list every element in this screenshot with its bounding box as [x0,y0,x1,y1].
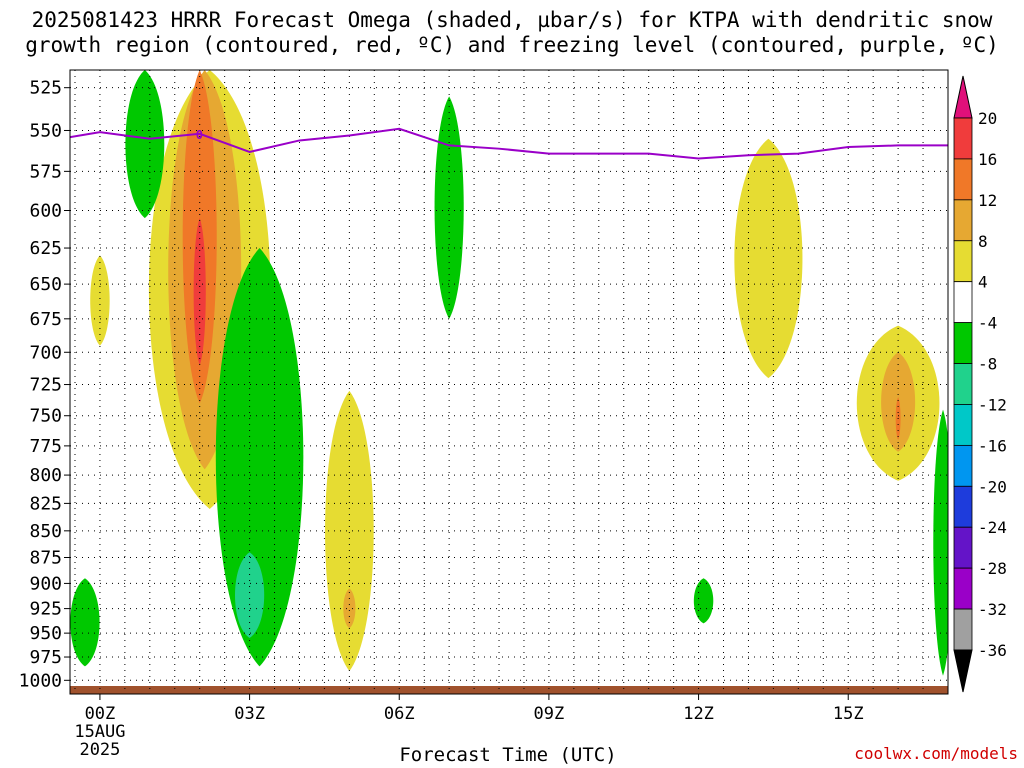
x-tick-label: 03Z [234,704,265,724]
colorbar-bin-4 [953,240,973,283]
omega-region-4 [125,70,165,219]
colorbar: 20 16 12 8 4 -4 -8 -12 -16 -20 -24 -28 -32 -36 [953,75,1007,693]
y-tick-label-650: 650 [29,274,62,295]
colorbar-label: -8 [978,355,997,374]
colorbar-bin-11 [953,526,973,569]
omega-region-5 [215,248,304,667]
colorbar-label: 4 [978,273,988,292]
colorbar-bin-12 [953,567,973,610]
colorbar-label: -12 [978,395,1007,414]
omega-region-6 [234,552,265,638]
plot-frame [69,69,949,695]
colorbar-label: -16 [978,436,1007,455]
grid-lines [70,70,949,694]
freezing-level-label: 0 [196,128,203,142]
colorbar-bin-2 [953,158,973,201]
colorbar-label: 16 [978,150,997,169]
chart-title-line-2: growth region (contoured, red, ºC) and f… [25,33,999,57]
colorbar-top-triangle [953,75,973,119]
omega-region-13 [693,578,714,624]
x-tick-label: 06Z [384,704,415,724]
y-tick-label-675: 675 [29,309,62,330]
freezing-level-line [70,127,948,160]
y-tick-label-700: 700 [29,342,62,363]
y-tick-label-550: 550 [29,120,62,141]
omega-region-7 [70,578,100,667]
colorbar-label: 20 [978,109,997,128]
y-tick-label-625: 625 [29,238,62,259]
y-tick-label-825: 825 [29,493,62,514]
colorbar-label: -32 [978,600,1007,619]
y-tick-label-725: 725 [29,375,62,396]
y-tick-label-975: 975 [29,647,62,668]
y-tick-label-775: 775 [29,436,62,457]
omega-region-12 [734,138,803,379]
colorbar-label: 8 [978,232,988,251]
x-tick-sublabel: 15AUG [74,722,125,742]
y-tick-label-900: 900 [29,573,62,594]
omega-region-9 [325,390,374,672]
y-tick-label-750: 750 [29,406,62,427]
colorbar-bin-7 [953,363,973,405]
ground-surface [70,686,948,694]
omega-region-10 [343,588,356,629]
y-axis-ticks: 525 550 575 600 625 650 675 700 725 750 775 800 825 8… [19,78,70,691]
x-tick-label: 15Z [833,704,864,724]
x-tick-label: 00Z [85,704,116,724]
y-tick-label-800: 800 [29,465,62,486]
chart-title-line-1: 2025081423 HRRR Forecast Omega (shaded, … [31,8,993,32]
colorbar-label: -28 [978,559,1007,578]
colorbar-bin-5 [953,281,973,324]
omega-region-11 [434,96,464,319]
colorbar-label: -36 [978,641,1007,660]
colorbar-bin-10 [953,485,973,528]
y-tick-label-575: 575 [29,161,62,182]
y-tick-label-525: 525 [29,78,62,99]
colorbar-bin-13 [953,608,973,651]
freezing-level-contour: 0 [70,127,948,160]
y-tick-label-875: 875 [29,547,62,568]
colorbar-label: 12 [978,191,997,210]
ground-strip [70,686,948,694]
x-axis-label: Forecast Time (UTC) [399,744,617,766]
colorbar-label: -24 [978,518,1007,537]
y-tick-label-600: 600 [29,200,62,221]
y-tick-label-950: 950 [29,623,62,644]
x-tick-sublabel: 2025 [79,740,120,760]
omega-shading [70,70,948,676]
plot-border [69,69,949,695]
site-credit: coolwx.com/models [854,744,1018,763]
x-tick-label: 09Z [534,704,565,724]
y-tick-label-1000: 1000 [19,670,62,691]
omega-region-17 [933,409,948,676]
colorbar-label: -4 [978,314,997,333]
colorbar-bin-1 [953,117,973,160]
omega-region-8 [90,255,110,346]
colorbar-label: -20 [978,477,1007,496]
y-tick-label-850: 850 [29,521,62,542]
omega-region-3 [193,218,206,366]
colorbar-bin-9 [953,444,973,487]
colorbar-bin-6 [953,322,973,364]
colorbar-bottom-triangle [953,649,973,693]
colorbar-bin-3 [953,199,973,242]
colorbar-bin-8 [953,404,973,446]
y-tick-label-925: 925 [29,599,62,620]
x-tick-label: 12Z [683,704,714,724]
